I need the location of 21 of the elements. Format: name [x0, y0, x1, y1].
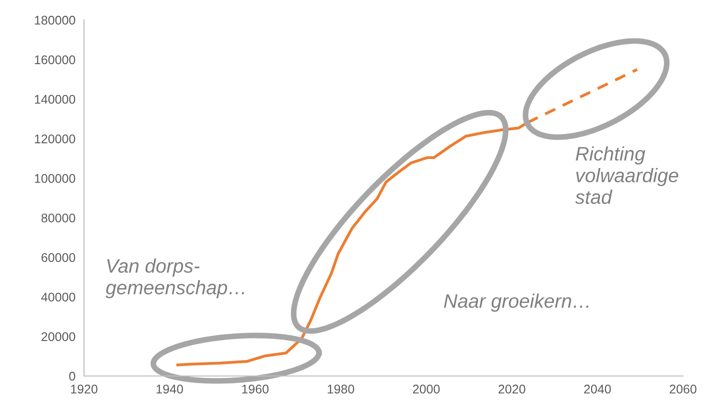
annotation: Van dorps- gemeenschap…: [106, 258, 244, 298]
x-tick-label: 1960: [242, 384, 269, 394]
y-tick-label: 20000: [42, 332, 76, 342]
y-tick-label: 60000: [42, 253, 76, 262]
x-tick-label: 2040: [584, 384, 611, 394]
y-tick-label: 80000: [41, 214, 76, 222]
x-tick-label: 1920: [71, 384, 98, 394]
y-tick-label: 100000: [34, 174, 76, 183]
x-tick-label: 2000: [413, 384, 440, 394]
y-tick-label: 0: [69, 372, 76, 381]
x-tick-label: 1940: [156, 384, 183, 394]
y-tick-label: 40000: [41, 292, 76, 302]
y-tick-label: 120000: [34, 134, 76, 144]
x-tick-label: 1980: [328, 384, 354, 394]
annotation: Richting volwaardige stad: [575, 146, 678, 204]
y-tick-label: 160000: [34, 55, 76, 64]
x-tick-label: 2020: [498, 384, 526, 394]
annotation: Naar groeikern…: [444, 294, 588, 312]
x-tick-label: 2060: [670, 384, 696, 394]
y-tick-label: 140000: [34, 94, 76, 104]
y-tick-label: 180000: [34, 16, 76, 25]
